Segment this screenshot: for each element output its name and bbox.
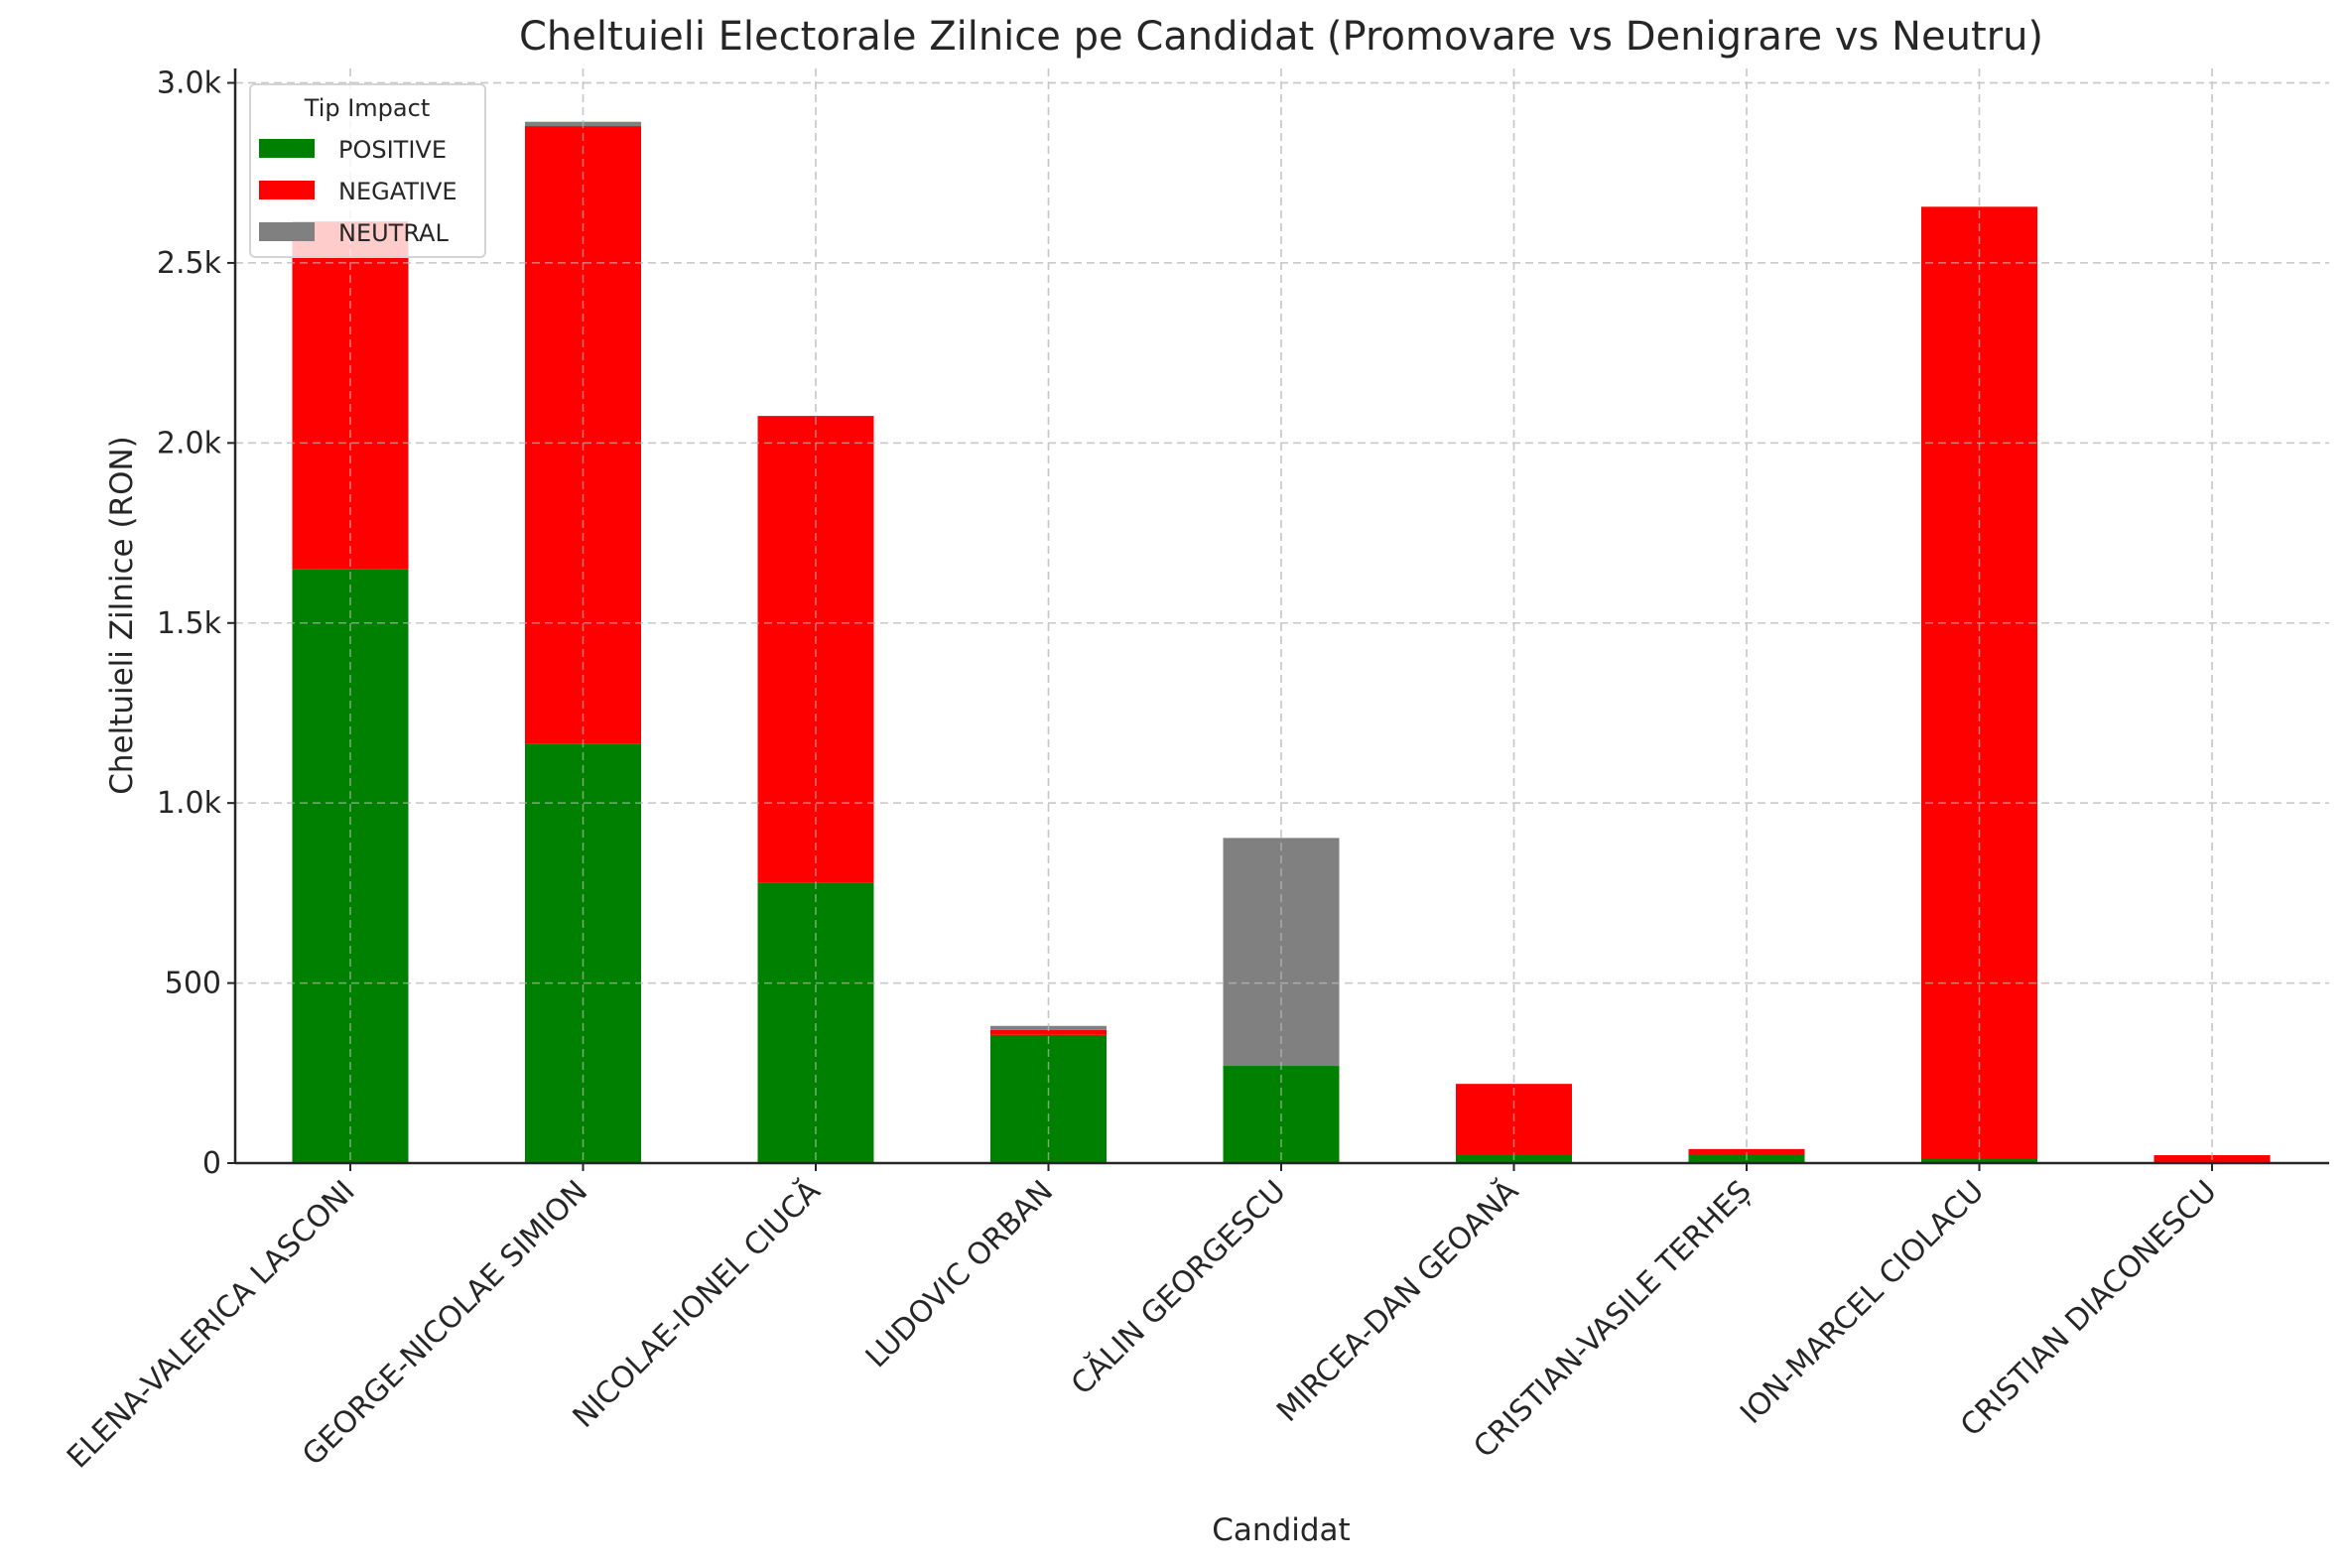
legend-swatch-positive	[259, 139, 315, 158]
x-tick-label: CĂLIN GEORGESCU	[1064, 1172, 1293, 1401]
bar-positive	[292, 569, 409, 1163]
legend-label-positive: POSITIVE	[338, 136, 447, 164]
x-tick-label: LUDOVIC ORBAN	[859, 1174, 1060, 1374]
legend-label-negative: NEGATIVE	[338, 178, 457, 205]
x-axis-label: Candidat	[1212, 1512, 1350, 1548]
x-tick-label: CRISTIAN-VASILE TERHEȘ	[1467, 1174, 1758, 1465]
y-tick-label: 1.5k	[157, 606, 222, 641]
y-tick-label: 2.0k	[157, 426, 222, 460]
legend-swatch-negative	[259, 181, 315, 199]
bar-negative	[1688, 1148, 1805, 1156]
legend-title: Tip Impact	[304, 94, 430, 122]
legend: Tip Impact POSITIVE NEGATIVE NEUTRAL	[249, 83, 486, 258]
y-tick-label: 2.5k	[157, 246, 222, 281]
bar-negative	[990, 1029, 1107, 1035]
x-tick-label: MIRCEA-DAN GEOANĂ	[1269, 1172, 1526, 1429]
chart-title: Cheltuieli Electorale Zilnice pe Candida…	[519, 14, 2043, 60]
y-tick-label: 3.0k	[157, 66, 222, 101]
legend-box	[249, 83, 486, 258]
y-tick-label: 1.0k	[157, 786, 222, 821]
legend-swatch-neutral	[259, 222, 315, 241]
bar-positive	[1921, 1159, 2037, 1163]
y-tick-label: 0	[202, 1146, 221, 1181]
x-tick-label: ION-MARCEL CIOLACU	[1734, 1174, 1991, 1431]
x-tick-label: CRISTIAN DIACONESCU	[1954, 1174, 2224, 1444]
x-tick-label: NICOLAE-IONEL CIUCĂ	[565, 1172, 828, 1435]
y-axis-label: Cheltuieli Zilnice (RON)	[104, 436, 140, 795]
legend-label-neutral: NEUTRAL	[338, 219, 449, 247]
y-tick-label: 500	[165, 967, 221, 1001]
